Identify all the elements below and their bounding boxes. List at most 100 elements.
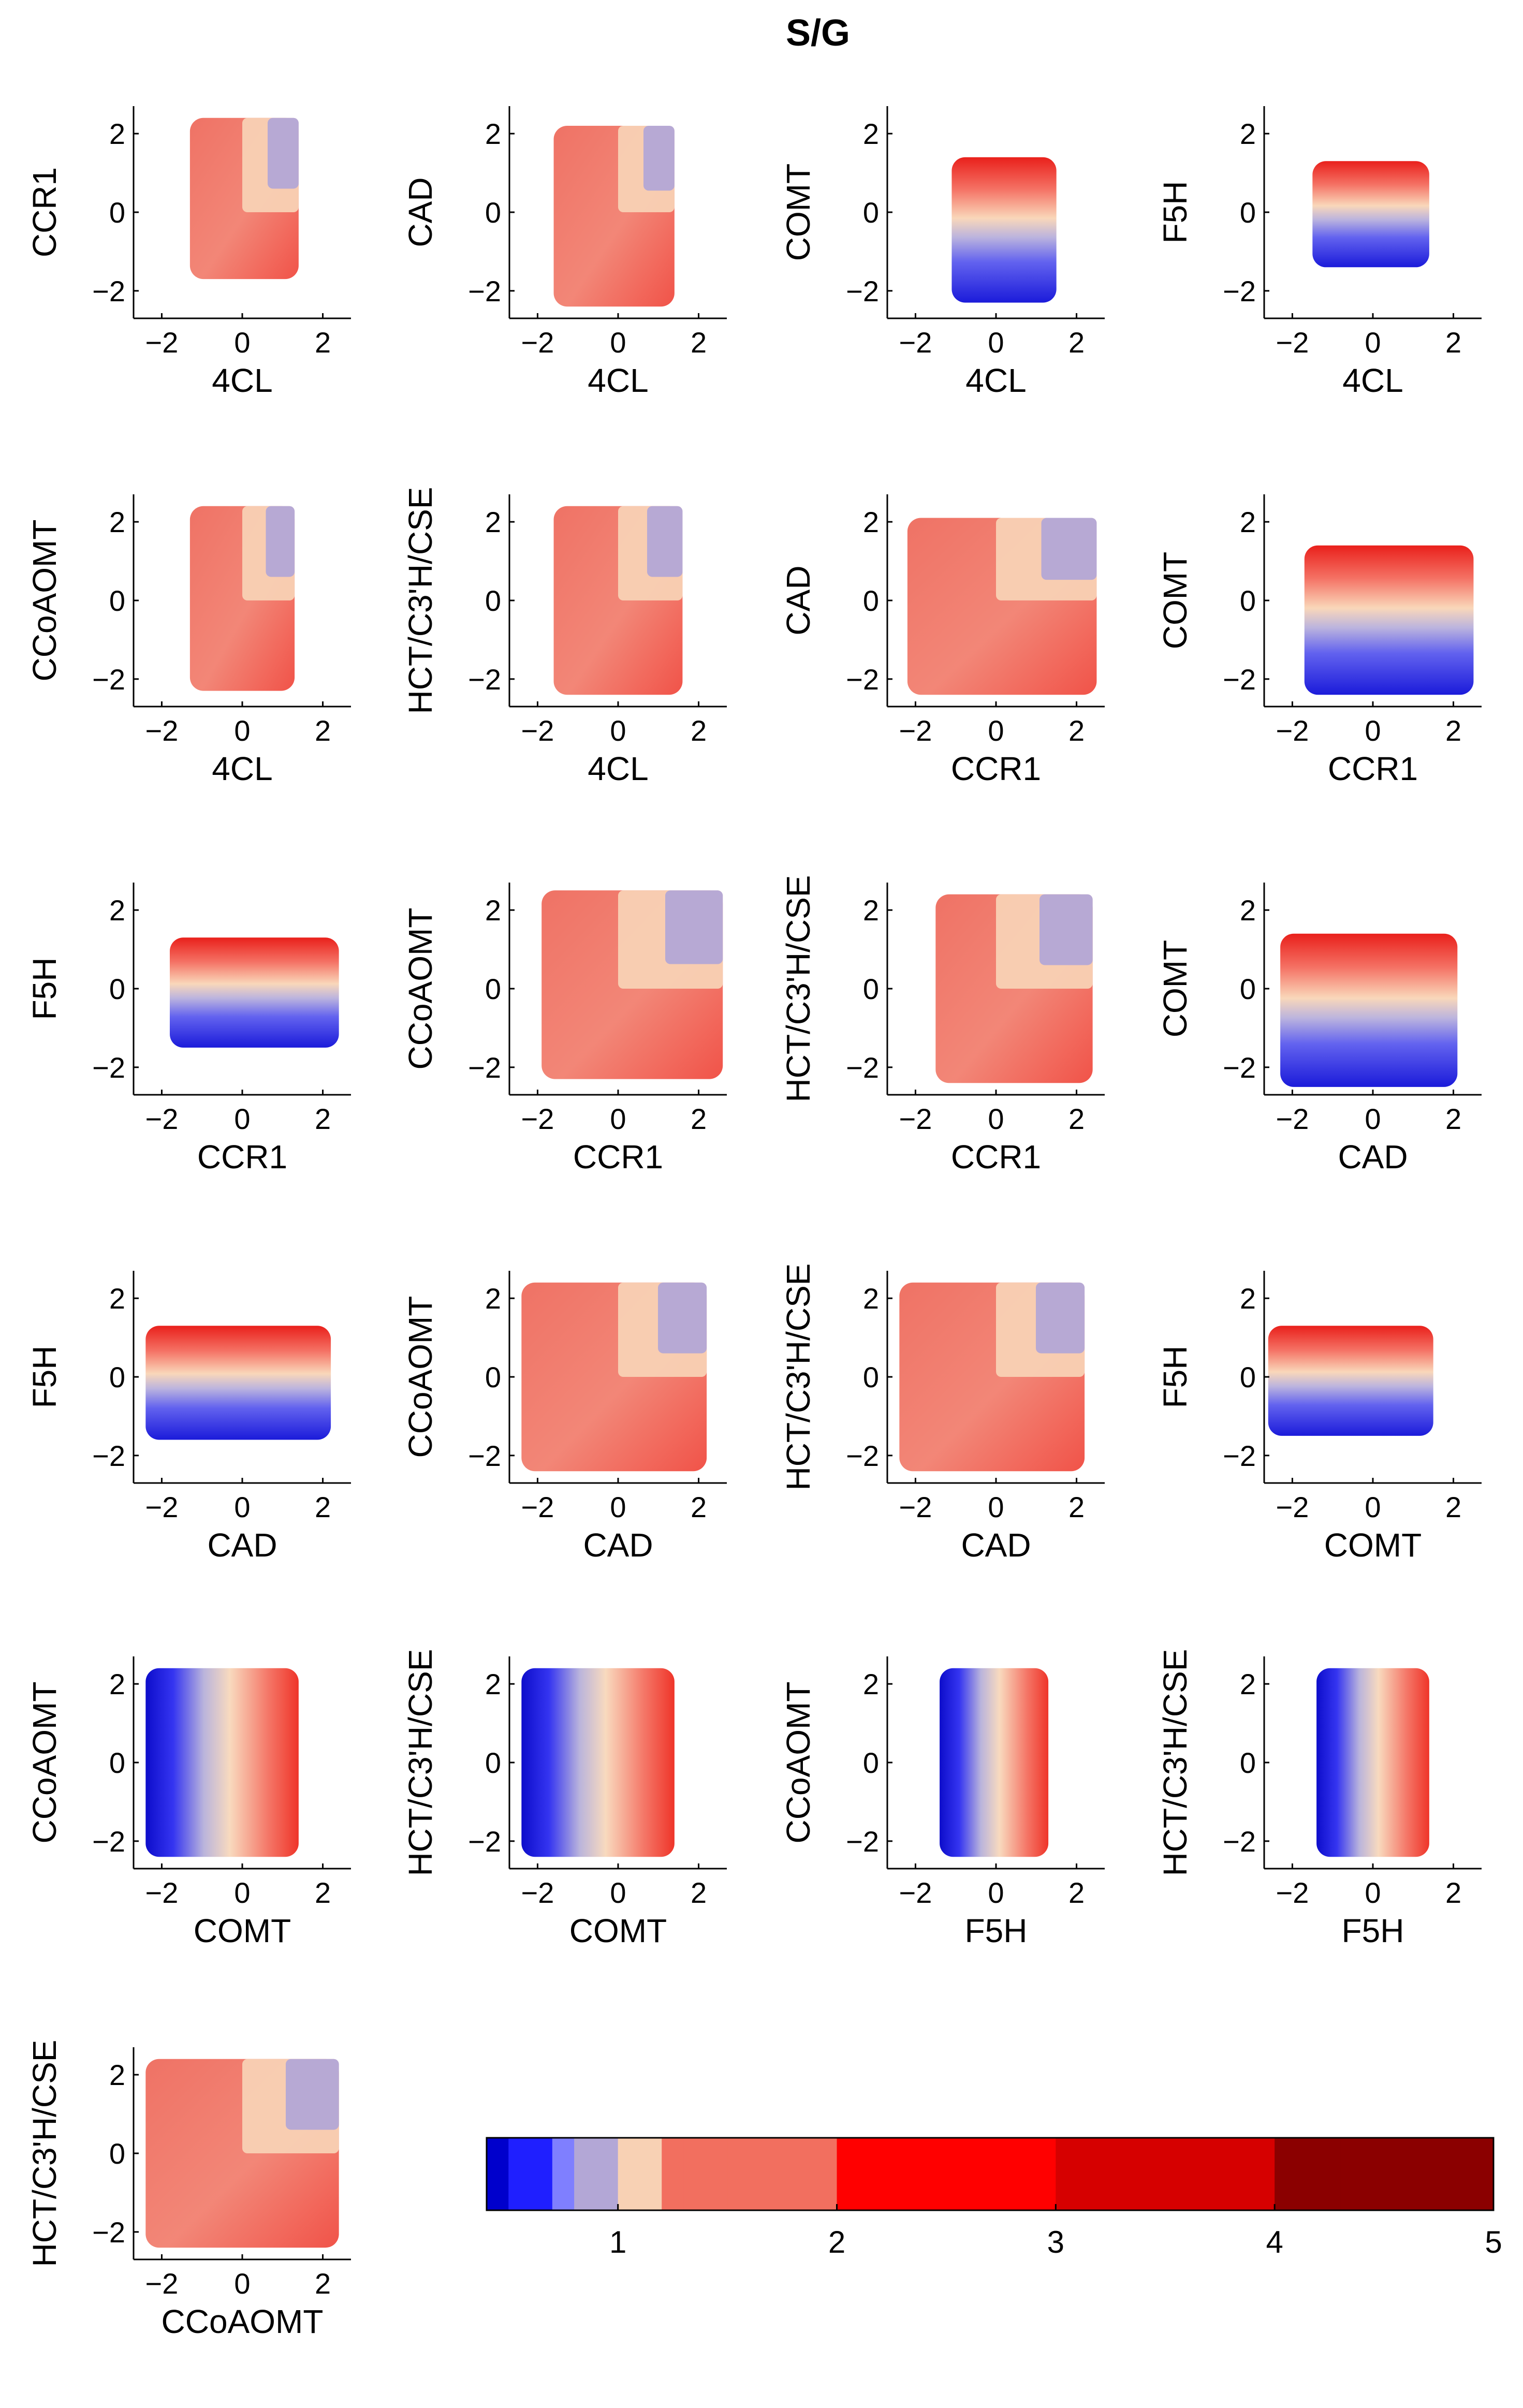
colorbar-segment [749,2138,772,2210]
scatter-panel: −2 −2 0 0 2 2 CAD CCoAOMT [402,1271,727,1564]
x-axis-label: 4CL [1342,362,1403,399]
colorbar-segment [683,2138,706,2210]
data-cloud [145,1326,331,1440]
x-axis-label: CCR1 [951,1138,1041,1176]
x-tick-label: 0 [1365,326,1381,359]
x-tick-label: −2 [521,326,554,359]
x-tick-label: 2 [315,1103,331,1135]
panel-grid: −2 −2 0 0 2 2 4CL CCR1 −2 −2 0 0 2 2 4CL CAD −2 −2 0 0 2 2 4CL… [26,106,1482,2340]
colorbar-segment [946,2138,969,2210]
y-tick-label: 0 [109,973,125,1005]
x-tick-label: 2 [1445,1876,1461,1909]
x-axis-label: F5H [1342,1912,1404,1949]
colorbar-segment [1056,2138,1078,2210]
colorbar: 1 2 3 4 5 [486,2137,1502,2259]
y-axis-label: COMT [1156,940,1194,1037]
x-tick-label: −2 [899,1103,932,1135]
x-tick-label: −2 [145,1876,179,1909]
scatter-panel: −2 −2 0 0 2 2 4CL HCT/C3'H/CSE [402,487,727,787]
x-tick-label: 0 [234,2267,250,2300]
y-tick-label: 2 [863,1668,879,1700]
x-tick-label: 2 [1068,326,1085,359]
y-axis-label: HCT/C3'H/CSE [402,1649,439,1876]
y-axis-label: CCoAOMT [402,908,439,1070]
scatter-panel: −2 −2 0 0 2 2 CAD HCT/C3'H/CSE [780,1264,1105,1564]
colorbar-segment [1143,2138,1166,2210]
colorbar-segment [924,2138,947,2210]
y-tick-label: −2 [92,275,125,307]
y-tick-label: −2 [92,1440,125,1472]
data-cloud [951,157,1057,303]
colorbar-tick-label: 4 [1266,2225,1283,2259]
colorbar-segment [727,2138,750,2210]
x-tick-label: 2 [691,714,707,747]
y-axis-label: HCT/C3'H/CSE [402,487,439,714]
x-tick-label: 0 [1365,714,1381,747]
y-axis-label: COMT [780,164,817,261]
colorbar-tick-label: 1 [609,2225,626,2259]
y-tick-label: −2 [1223,275,1256,307]
x-tick-label: −2 [145,326,179,359]
x-tick-label: 0 [610,326,626,359]
colorbar-segment [1340,2138,1363,2210]
x-axis-label: CCR1 [951,750,1041,787]
x-tick-label: −2 [899,1491,932,1523]
x-tick-label: 0 [1365,1103,1381,1135]
x-axis-label: CCoAOMT [162,2303,324,2340]
colorbar-segment [1077,2138,1100,2210]
x-axis-label: 4CL [212,750,272,787]
y-tick-label: 2 [863,894,879,927]
y-tick-label: 0 [863,1361,879,1393]
y-tick-label: −2 [1223,663,1256,696]
y-tick-label: −2 [846,663,879,696]
y-tick-label: 0 [109,196,125,229]
y-tick-label: −2 [468,1051,501,1084]
x-tick-label: 2 [1068,1876,1085,1909]
y-tick-label: −2 [846,275,879,307]
y-axis-label: HCT/C3'H/CSE [780,875,817,1103]
colorbar-segment [771,2138,794,2210]
y-tick-label: 0 [1240,584,1256,617]
data-cloud-region [1039,894,1093,965]
y-axis-label: CCoAOMT [26,520,63,682]
scatter-panel: −2 −2 0 0 2 2 CCR1 COMT [1156,494,1482,787]
colorbar-segment [618,2138,640,2210]
colorbar-frame [486,2137,1495,2211]
data-cloud-region [1036,1282,1085,1354]
data-cloud [1280,933,1458,1087]
y-tick-label: 0 [863,1746,879,1779]
y-tick-label: 0 [485,1746,501,1779]
y-tick-label: 0 [863,196,879,229]
scatter-panel: −2 −2 0 0 2 2 COMT CCoAOMT [26,1656,351,1949]
colorbar-segment [1012,2138,1035,2210]
y-axis-label: CAD [780,565,817,635]
x-tick-label: −2 [145,1491,179,1523]
data-cloud [1312,161,1429,268]
x-tick-label: 0 [610,714,626,747]
scatter-panel: −2 −2 0 0 2 2 4CL CCR1 [26,106,351,399]
data-cloud-region [658,1282,707,1354]
y-axis-label: CCoAOMT [26,1682,63,1844]
y-tick-label: 0 [485,196,501,229]
scatter-panel: −2 −2 0 0 2 2 CAD F5H [26,1271,351,1564]
y-axis-label: F5H [1156,181,1194,244]
y-axis-label: F5H [26,958,63,1020]
y-tick-label: −2 [468,1440,501,1472]
colorbar-segment [1099,2138,1122,2210]
colorbar-tick-label: 3 [1047,2225,1064,2259]
y-tick-label: 2 [485,1668,501,1700]
colorbar-segment [1034,2138,1057,2210]
x-tick-label: −2 [899,714,932,747]
colorbar-segment [487,2138,509,2210]
scatter-panel: −2 −2 0 0 2 2 CCR1 CAD [780,494,1105,787]
y-tick-label: 2 [1240,1282,1256,1315]
y-tick-label: 0 [863,973,879,1005]
x-tick-label: −2 [1276,1491,1309,1523]
y-tick-label: 2 [1240,506,1256,538]
x-tick-label: −2 [899,1876,932,1909]
colorbar-segment [1471,2138,1494,2210]
colorbar-segment [1187,2138,1210,2210]
colorbar-segment [793,2138,816,2210]
y-tick-label: 2 [863,118,879,150]
